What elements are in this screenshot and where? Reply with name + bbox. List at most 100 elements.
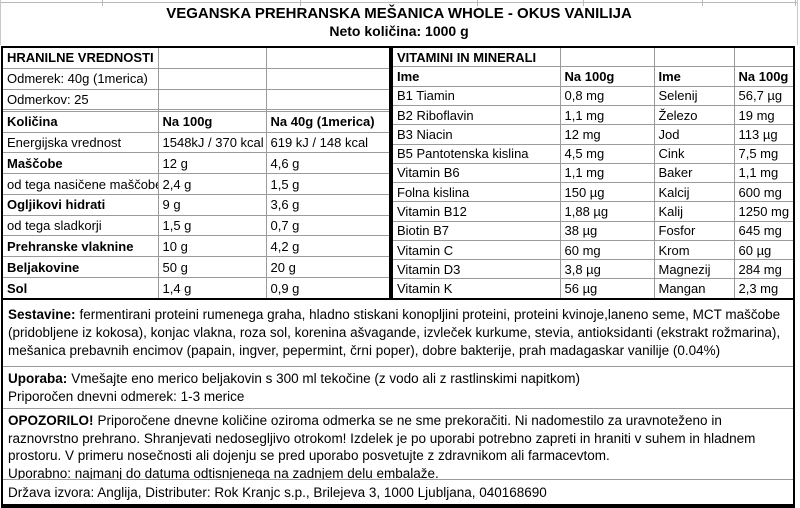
mineral-per-100g: 7,5 mg [733, 143, 795, 164]
mineral-name: Cink [653, 143, 735, 164]
grid-tick [300, 0, 301, 6]
mineral-per-100g: 1,1 mg [733, 162, 795, 184]
info-sections: Sestavine: fermentirani proteini rumenega… [1, 300, 795, 508]
table-row: Ogljikovi hidrati 9 g 3,6 g [1, 193, 391, 216]
vitamin-name: Vitamin B6 [391, 162, 561, 184]
shelf-life-text: Uporabno: najmanj do datuma odtisnjenega… [8, 465, 439, 480]
mineral-name: Baker [653, 162, 735, 184]
table-row: Prehranske vlaknine 10 g 4,2 g [1, 235, 391, 258]
table-cell [559, 46, 655, 68]
table-row: Sol 1,4 g 0,9 g [1, 277, 391, 300]
mineral-per-100g: 60 µg [733, 239, 795, 261]
table-row: Beljakovine 50 g 20 g [1, 256, 391, 279]
ingredients-text: fermentirani proteini rumenega graha, hl… [8, 307, 781, 358]
vitamins-minerals-table: VITAMINI IN MINERALI Ime Na 100g Ime Na 100g… [391, 46, 795, 300]
nutrient-per-100g: 1548kJ / 370 kcal [157, 131, 267, 154]
mineral-per-100g: 2,3 mg [733, 278, 795, 300]
table-cell [733, 46, 795, 68]
table-cell [265, 109, 391, 112]
table-row: Količina Na 100g Na 40g (1merica) [1, 110, 391, 133]
column-header: Na 40g (1merica) [265, 110, 391, 133]
table-row: B5 Pantotenska kislina 4,5 mg Cink 7,5 mg [391, 143, 795, 164]
table-cell [157, 88, 267, 111]
mineral-name: Magnezij [653, 259, 735, 280]
nutrient-per-40g: 4,6 g [265, 152, 391, 175]
nutrient-name: Energijska vrednost [1, 131, 159, 154]
table-row: B1 Tiamin 0,8 mg Selenij 56,7 µg [391, 85, 795, 106]
label-body: HRANILNE VREDNOSTI Odmerek: 40g (1merica)… [1, 46, 795, 508]
nutrition-table: HRANILNE VREDNOSTI Odmerek: 40g (1merica)… [1, 46, 391, 300]
nutrient-name: od tega sladkorji [1, 214, 159, 237]
vitamin-name: B3 Niacin [391, 124, 561, 145]
table-cell [265, 88, 391, 111]
column-header: Na 100g [157, 110, 267, 133]
table-cell [265, 67, 391, 90]
nutrient-name: Prehranske vlaknine [1, 235, 159, 258]
mineral-per-100g: 19 mg [733, 104, 795, 126]
mineral-per-100g: 1250 mg [733, 201, 795, 222]
mineral-per-100g: 600 mg [733, 182, 795, 203]
grid-tick [702, 0, 703, 6]
nutrition-table-title: HRANILNE VREDNOSTI [1, 46, 159, 69]
vitamin-name: B2 Riboflavin [391, 104, 561, 126]
mineral-name: Kalcij [653, 182, 735, 203]
serving-size: Odmerek: 40g (1merica) [1, 67, 159, 90]
nutrient-per-100g: 1,5 g [157, 214, 267, 237]
grid-edge-line [797, 0, 798, 45]
usage-label: Uporaba: [8, 371, 68, 386]
grid-tick [583, 0, 584, 6]
column-header: Ime [653, 66, 735, 87]
net-quantity: Neto količina: 1000 g [329, 23, 469, 39]
vitamin-per-100g: 12 mg [559, 124, 655, 145]
grid-tick [477, 0, 478, 6]
nutrient-name: Beljakovine [1, 256, 159, 279]
warning-section: OPOZORILO! Priporočene dnevne količine oz… [3, 408, 793, 479]
nutrient-per-100g: 2,4 g [157, 173, 267, 195]
table-row: VITAMINI IN MINERALI [391, 46, 795, 68]
vitamin-name: Vitamin C [391, 239, 561, 261]
table-row: Vitamin C 60 mg Krom 60 µg [391, 239, 795, 261]
mineral-name: Železo [653, 104, 735, 126]
nutrient-per-40g: 0,7 g [265, 214, 391, 237]
vitamin-per-100g: 60 mg [559, 239, 655, 261]
daily-dose-recommendation: Priporočen dnevni odmerek: 1-3 merice [8, 389, 245, 404]
column-header: Količina [1, 110, 159, 133]
vitamin-name: Biotin B7 [391, 220, 561, 241]
nutrient-per-40g: 3,6 g [265, 193, 391, 216]
vitamin-per-100g: 0,8 mg [559, 85, 655, 106]
column-header: Na 100g [733, 66, 795, 87]
table-row: Vitamin B6 1,1 mg Baker 1,1 mg [391, 162, 795, 184]
mineral-name: Krom [653, 239, 735, 261]
nutrient-name: Maščobe [1, 152, 159, 175]
ingredients-section: Sestavine: fermentirani proteini rumenega… [3, 300, 793, 366]
usage-section: Uporaba: Vmešajte eno merico beljakovin s… [3, 366, 793, 408]
vitamin-per-100g: 3,8 µg [559, 259, 655, 280]
ingredients-label: Sestavine: [8, 307, 76, 322]
table-row: Maščobe 12 g 4,6 g [1, 152, 391, 175]
mineral-name: Selenij [653, 85, 735, 106]
table-row: B2 Riboflavin 1,1 mg Železo 19 mg [391, 104, 795, 126]
column-header: Ime [391, 66, 561, 87]
nutrient-per-100g: 9 g [157, 193, 267, 216]
mineral-name: Mangan [653, 278, 735, 300]
table-row: Folna kislina 150 µg Kalcij 600 mg [391, 182, 795, 203]
table-row [1, 109, 391, 112]
nutrient-name: Sol [1, 277, 159, 300]
vitamin-name: Vitamin D3 [391, 259, 561, 280]
grid-tick [795, 0, 796, 6]
mineral-name: Fosfor [653, 220, 735, 241]
table-row: B3 Niacin 12 mg Jod 113 µg [391, 124, 795, 145]
vitamin-per-100g: 1,1 mg [559, 162, 655, 184]
servings-count: Odmerkov: 25 [1, 88, 159, 111]
vitamin-per-100g: 1,88 µg [559, 201, 655, 222]
nutrient-per-40g: 619 kJ / 148 kcal [265, 131, 391, 154]
nutrient-per-100g: 10 g [157, 235, 267, 258]
table-cell [653, 46, 735, 68]
table-row: HRANILNE VREDNOSTI [1, 46, 391, 69]
table-row: Biotin B7 38 µg Fosfor 645 mg [391, 220, 795, 241]
table-cell [157, 46, 267, 69]
usage-text: Vmešajte eno merico beljakovin s 300 ml … [71, 371, 580, 386]
mineral-per-100g: 645 mg [733, 220, 795, 241]
vitamin-per-100g: 150 µg [559, 182, 655, 203]
vitamin-per-100g: 1,1 mg [559, 104, 655, 126]
